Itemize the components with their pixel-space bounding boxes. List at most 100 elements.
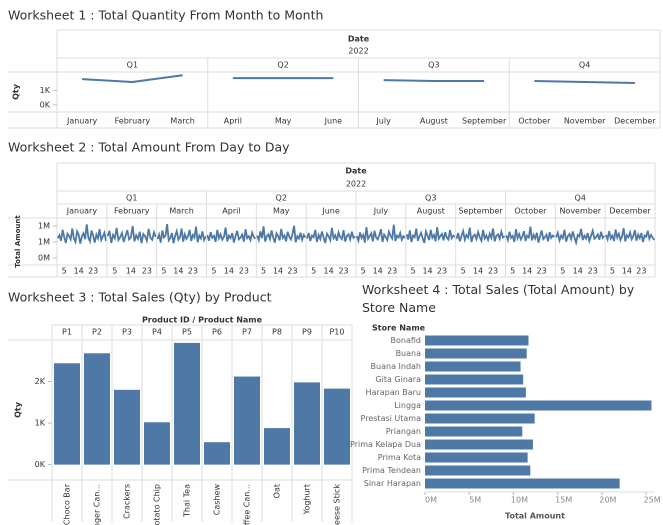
quarter-label: Q3	[428, 61, 439, 70]
y-tick-label: 1M	[38, 237, 50, 246]
month-label: November	[559, 207, 601, 216]
product-name: Oat	[273, 484, 282, 498]
line	[534, 80, 635, 84]
x-tick-label: 15M	[555, 496, 572, 505]
x-tick-label: P6	[212, 328, 222, 337]
day-tick-label: 5	[261, 267, 266, 276]
line	[355, 224, 406, 245]
bar	[425, 387, 526, 398]
bar	[425, 439, 533, 450]
line	[405, 227, 456, 244]
column-header: Date	[348, 35, 370, 44]
y-tick-label: Harapan Baru	[366, 388, 421, 397]
bar	[425, 361, 521, 372]
product-name: Cashew	[213, 484, 222, 516]
day-tick-label: 5	[461, 267, 466, 276]
line	[383, 79, 485, 82]
x-tick-label: P10	[329, 328, 344, 337]
x-tick-label: P1	[62, 328, 72, 337]
month-label: June	[321, 207, 340, 216]
x-tick-label: October	[518, 117, 551, 126]
x-tick-label: P5	[182, 328, 192, 337]
x-tick-label: P3	[122, 328, 132, 337]
day-tick-label: 14	[422, 267, 432, 276]
product-name: Crackers	[123, 484, 132, 519]
quarter-label: Q1	[127, 61, 138, 70]
y-tick-label: 1K	[35, 419, 46, 428]
line	[156, 223, 207, 244]
bar	[174, 342, 200, 465]
product-name: Coffee Can...	[243, 484, 252, 525]
x-tick-label: June	[324, 117, 343, 126]
quarter-label: Q3	[425, 194, 436, 203]
y-tick-label: 1K	[40, 86, 51, 95]
x-tick-label: P2	[92, 328, 102, 337]
y-tick-label: Prima Tendean	[362, 466, 421, 475]
day-tick-label: 23	[588, 267, 598, 276]
month-label: January	[66, 207, 98, 216]
x-tick-label: February	[115, 117, 151, 126]
bar	[425, 348, 527, 359]
line	[57, 224, 107, 246]
bar	[54, 363, 80, 465]
bar	[425, 478, 620, 489]
y-tick-label: 2K	[35, 377, 46, 386]
day-tick-label: 14	[224, 267, 234, 276]
day-tick-label: 5	[361, 267, 366, 276]
y-tick-label: Buana	[396, 349, 422, 358]
day-tick-label: 23	[437, 267, 447, 276]
bar	[84, 353, 110, 465]
product-name: Ginger Can...	[93, 484, 102, 525]
day-tick-label: 23	[338, 267, 348, 276]
day-tick-label: 14	[373, 267, 383, 276]
chart-title: Worksheet 1 : Total Quantity From Month …	[8, 8, 323, 23]
bar	[425, 374, 524, 385]
product-name: Cheese Stick	[333, 484, 342, 525]
bar	[264, 428, 290, 465]
month-label: July	[373, 207, 389, 216]
y-tick-label: Priangan	[386, 427, 421, 436]
day-tick-label: 5	[161, 267, 166, 276]
day-tick-label: 23	[239, 267, 249, 276]
x-tick-label: January	[66, 117, 98, 126]
x-tick-label: P7	[242, 328, 252, 337]
day-tick-label: 14	[622, 267, 632, 276]
quarter-label: Q4	[579, 61, 590, 70]
day-tick-label: 14	[126, 267, 136, 276]
day-tick-label: 5	[411, 267, 416, 276]
day-tick-label: 14	[273, 267, 283, 276]
line	[505, 226, 556, 244]
day-tick-label: 23	[537, 267, 547, 276]
x-tick-label: July	[375, 117, 391, 126]
bar	[425, 413, 535, 424]
quarter-label: Q2	[277, 61, 288, 70]
month-label: September	[458, 207, 503, 216]
day-tick-label: 14	[473, 267, 483, 276]
x-tick-label: 20M	[599, 496, 616, 505]
bar	[114, 389, 140, 465]
day-tick-label: 5	[610, 267, 615, 276]
line	[555, 227, 606, 247]
x-tick-label: 10M	[511, 496, 528, 505]
row-header: Store Name	[372, 324, 426, 333]
day-tick-label: 14	[522, 267, 532, 276]
line	[256, 225, 307, 244]
month-label: March	[169, 207, 193, 216]
month-label: February	[114, 207, 150, 216]
y-tick-label: Bonafid	[391, 336, 421, 345]
line	[605, 228, 655, 243]
quarter-label: Q2	[276, 194, 287, 203]
day-tick-label: 5	[311, 267, 316, 276]
x-tick-label: September	[462, 117, 507, 126]
day-tick-label: 5	[560, 267, 565, 276]
x-tick-label: 5M	[469, 496, 481, 505]
x-tick-label: P4	[152, 328, 162, 337]
year-header: 2022	[348, 47, 368, 56]
y-tick-label: 0M	[38, 253, 50, 262]
day-tick-label: 23	[488, 267, 498, 276]
year-header: 2022	[346, 180, 366, 189]
chart-title: Worksheet 3 : Total Sales (Qty) by Produ…	[8, 290, 272, 305]
product-name: Yoghurt	[303, 484, 312, 515]
month-label: October	[514, 207, 547, 216]
